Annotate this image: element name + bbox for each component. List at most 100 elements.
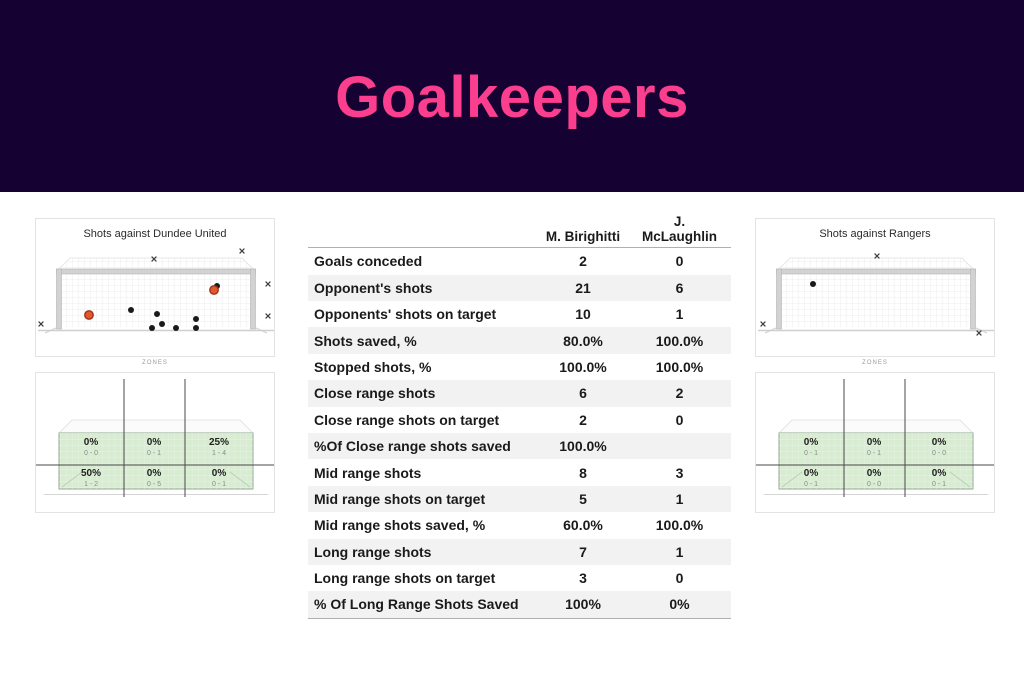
zone-save-percentage: 0% <box>211 468 227 479</box>
page-title: Goalkeepers <box>335 65 689 130</box>
value-birighitti: 100% <box>565 596 601 613</box>
zone-save-percentage: 0% <box>931 468 947 479</box>
shot-map-title: Shots against Rangers <box>819 228 931 240</box>
row-label: Mid range shots on target <box>314 490 486 507</box>
value-mclaughlin: 1 <box>675 543 684 560</box>
value-birighitti: 100.0% <box>559 438 607 455</box>
row-label: Long range shots <box>314 543 432 560</box>
table-row: % Of Long Range Shots Saved 100% 0% <box>308 591 731 618</box>
value-mclaughlin: 0 <box>675 253 684 270</box>
shot-on-target-dot-icon <box>193 325 199 331</box>
table-header-row: M. Birighitti J. McLaughlin <box>308 214 731 249</box>
net-perspective-left <box>61 471 83 488</box>
shot-map-panel-dundee: Shots against Dundee United <box>35 218 275 357</box>
table-row: Mid range shots on target 5 1 <box>308 485 731 513</box>
shot-on-target-dot-icon <box>154 311 160 317</box>
zone-cell: 0% 0 - 1 <box>782 469 840 489</box>
zone-save-percentage: 0% <box>931 437 947 448</box>
row-label: Close range shots on target <box>314 411 500 428</box>
row-label: Long range shots on target <box>314 570 496 587</box>
table-body: Goals conceded 2 0 Opponent's shots 21 6 Oppon… <box>308 248 731 619</box>
zones-caption: ZONES <box>142 360 168 366</box>
zone-save-percentage: 0% <box>146 437 162 448</box>
goal-front-view <box>758 253 994 336</box>
goal-crossbar <box>776 268 976 275</box>
value-birighitti: 3 <box>579 570 587 587</box>
column-header-mclaughlin: J. McLaughlin <box>642 214 717 245</box>
row-label: %Of Close range shots saved <box>314 438 511 455</box>
zone-net-texture <box>779 433 973 489</box>
zone-goals-shots-ratio: 0 - 1 <box>931 481 946 488</box>
zones-caption: ZONES <box>862 360 888 366</box>
shot-on-target-dot-icon <box>193 316 199 322</box>
row-label: Mid range shots saved, % <box>314 517 486 534</box>
zones-panel-rangers: 0% 0 - 1 0% 0 - 1 0% 0 - 0 0% 0 - 1 0% 0 - 0 0% 0 -… <box>755 372 995 513</box>
zone-cell: 0% 0 - 1 <box>125 437 183 458</box>
zone-goals-shots-ratio: 1 - 2 <box>83 481 98 488</box>
value-mclaughlin: 6 <box>675 279 684 296</box>
shot-off-target-x-icon <box>151 256 157 262</box>
value-mclaughlin: 1 <box>675 490 684 507</box>
value-birighitti: 5 <box>579 490 587 507</box>
value-mclaughlin: 100.0% <box>655 517 704 534</box>
net-perspective-left <box>781 471 803 488</box>
shot-on-target-dot-icon <box>149 325 155 331</box>
row-label: Stopped shots, % <box>314 358 432 375</box>
value-birighitti: 7 <box>579 543 587 560</box>
column-header-birighitti: M. Birighitti <box>545 229 621 245</box>
value-mclaughlin: 2 <box>675 385 684 402</box>
zone-goals-shots-ratio: 0 - 1 <box>211 481 226 488</box>
value-birighitti: 8 <box>579 464 587 481</box>
zone-save-percentage: 0% <box>146 468 162 479</box>
goal-crossbar <box>56 268 256 275</box>
goal-conceded-icon <box>209 285 219 295</box>
zone-net-texture <box>59 433 253 489</box>
goal-net-roof <box>58 419 254 434</box>
zone-save-percentage: 25% <box>208 437 229 448</box>
goal-net <box>62 274 250 327</box>
value-mclaughlin: 100.0% <box>655 332 704 349</box>
shot-off-target-x-icon <box>265 281 271 287</box>
goal-left-post <box>56 268 62 330</box>
shot-off-target-x-icon <box>239 248 245 254</box>
zone-cell: 50% 1 - 2 <box>62 468 120 489</box>
value-birighitti: 80.0% <box>563 332 603 349</box>
zone-save-percentage: 50% <box>80 468 101 479</box>
value-birighitti: 60.0% <box>563 517 603 534</box>
zone-goals-shots-ratio: 0 - 1 <box>146 450 161 457</box>
net-perspective-right <box>949 471 971 488</box>
zone-cell: 25% 1 - 4 <box>190 437 248 458</box>
value-birighitti: 21 <box>575 279 591 296</box>
value-mclaughlin: 3 <box>675 464 684 481</box>
table-row: Goals conceded 2 0 <box>308 248 731 274</box>
shot-markers <box>760 253 982 336</box>
table-row: Long range shots 7 1 <box>308 538 731 565</box>
shot-off-target-x-icon <box>38 321 44 327</box>
zone-cell: 0% 0 - 0 <box>62 438 120 458</box>
value-mclaughlin: 100.0% <box>655 358 704 375</box>
value-birighitti: 2 <box>579 253 587 270</box>
row-label: Shots saved, % <box>314 332 417 349</box>
table-row: Mid range shots saved, % 60.0% 100.0% <box>308 512 731 538</box>
zone-save-percentage: 0% <box>866 468 882 479</box>
zone-save-percentage: 0% <box>803 437 819 448</box>
zone-cell: 0% 0 - 1 <box>782 437 840 458</box>
goal-net-roof <box>778 257 974 270</box>
zone-goals-shots-ratio: 0 - 0 <box>931 450 946 457</box>
table-row: %Of Close range shots saved 100.0% <box>308 432 731 460</box>
hero-banner: Goalkeepers <box>0 0 1024 192</box>
value-birighitti: 2 <box>579 411 587 428</box>
zone-goals-shots-ratio: 0 - 0 <box>83 450 98 457</box>
zones-goal-view <box>756 379 994 497</box>
zone-cell: 0% 0 - 1 <box>190 468 248 489</box>
zone-cell: 0% 0 - 5 <box>125 468 183 489</box>
row-label: Opponents' shots on target <box>314 306 497 323</box>
zone-cell: 0% 0 - 1 <box>845 438 903 458</box>
zone-goals-shots-ratio: 0 - 1 <box>866 450 881 457</box>
zone-cell: 0% 0 - 0 <box>910 437 968 458</box>
shot-on-target-dot-icon <box>128 307 134 313</box>
value-mclaughlin: 1 <box>675 306 684 323</box>
row-label: % Of Long Range Shots Saved <box>314 596 519 613</box>
shot-on-target-dot-icon <box>810 281 816 287</box>
table-row: Mid range shots 8 3 <box>308 459 731 485</box>
